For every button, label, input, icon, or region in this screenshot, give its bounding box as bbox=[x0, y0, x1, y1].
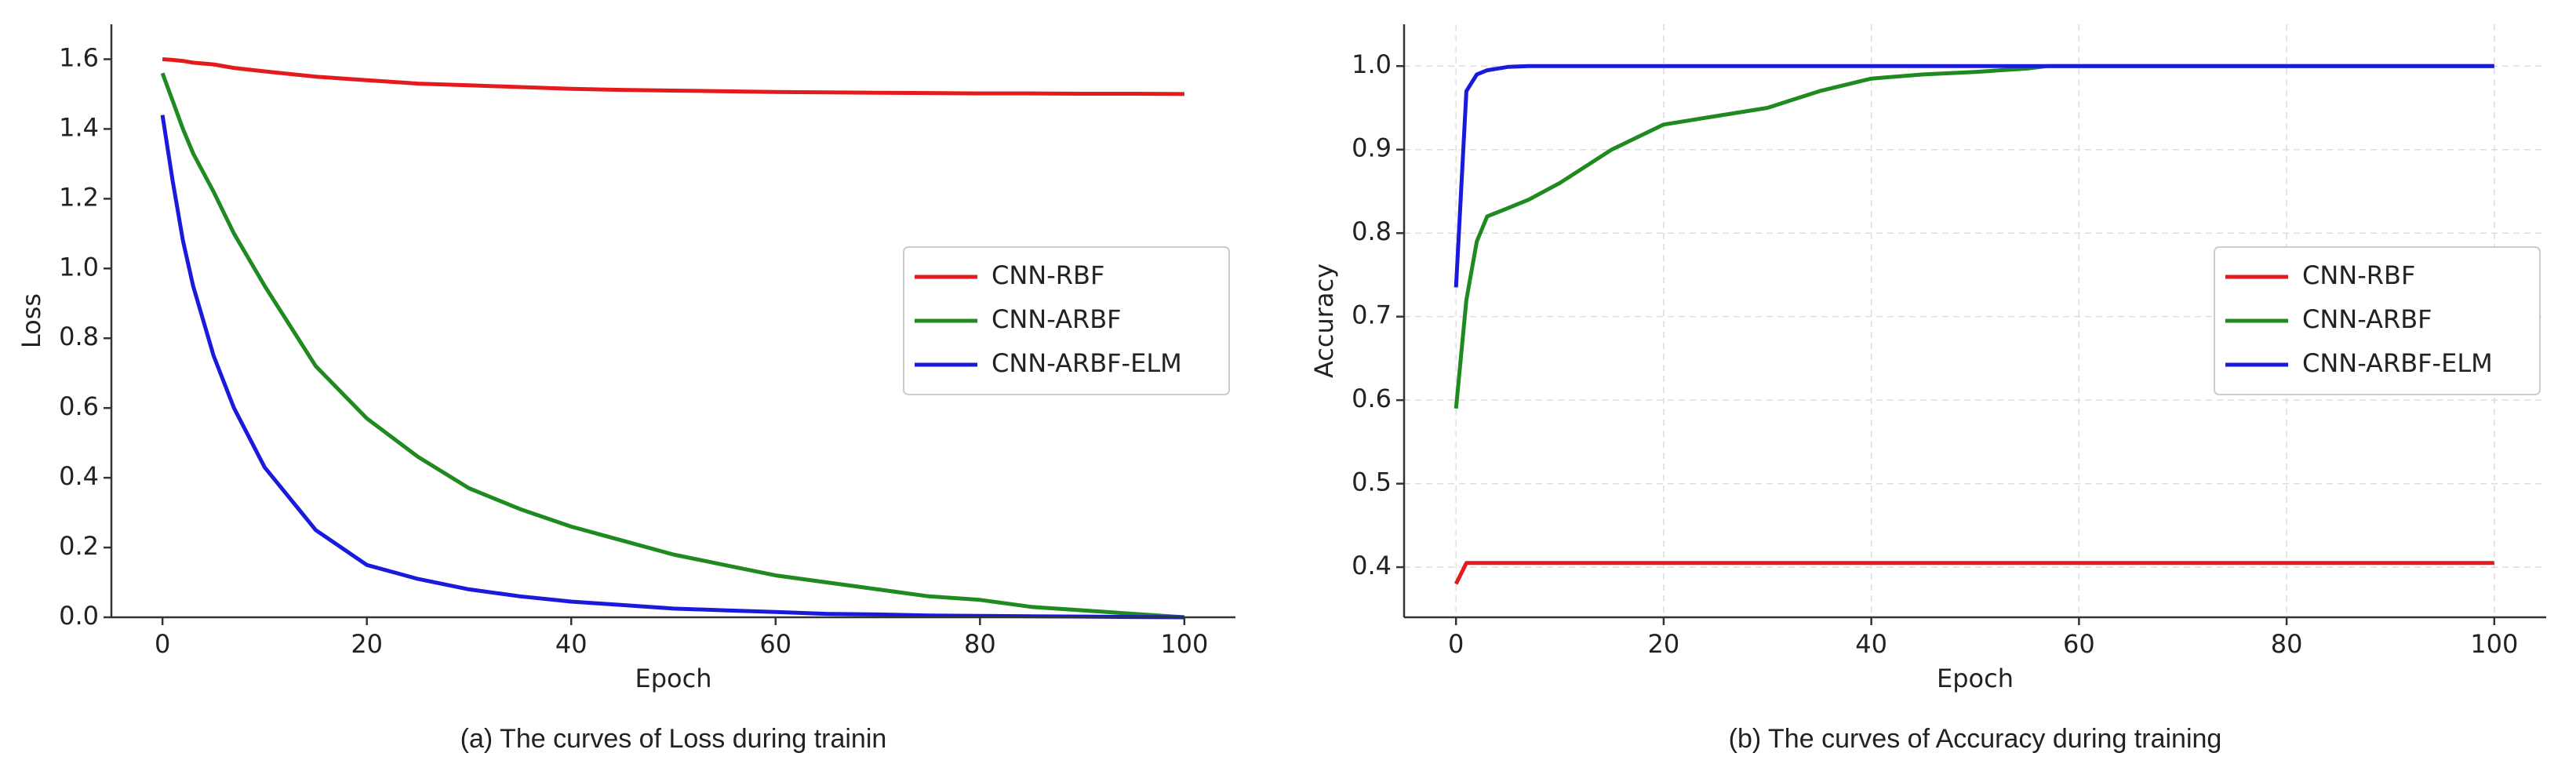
x-tick-label: 100 bbox=[2470, 629, 2518, 659]
y-tick-label: 1.2 bbox=[59, 182, 99, 212]
legend-label: CNN-RBF bbox=[991, 260, 1104, 290]
x-tick-label: 80 bbox=[2271, 629, 2303, 659]
y-tick-label: 1.0 bbox=[1352, 49, 1392, 79]
series-line bbox=[1454, 561, 2494, 585]
series-line bbox=[160, 115, 1184, 620]
y-tick-label: 0.4 bbox=[1352, 551, 1392, 580]
x-tick-label: 0 bbox=[1448, 629, 1464, 659]
y-tick-label: 1.6 bbox=[59, 42, 99, 72]
y-tick-label: 0.0 bbox=[59, 601, 99, 631]
legend: CNN-RBF CNN-ARBF CNN-ARBF-ELM bbox=[2214, 246, 2541, 395]
x-tick-label: 60 bbox=[759, 629, 791, 659]
legend-label: CNN-ARBF-ELM bbox=[2302, 348, 2493, 378]
y-tick-label: 0.7 bbox=[1352, 300, 1392, 330]
chart-panel: 0.0 0.2 0.4 0.6 0.8 1.0 1.2 1.4 1.6 0 20 40 60 80 100 E… bbox=[16, 24, 1235, 754]
y-tick-label: 0.9 bbox=[1352, 133, 1392, 163]
legend-box bbox=[2214, 246, 2541, 395]
y-tick-label: 0.4 bbox=[59, 461, 99, 491]
y-axis-label: Accuracy bbox=[1309, 264, 1339, 378]
x-tick-label: 100 bbox=[1160, 629, 1208, 659]
y-tick-label: 0.8 bbox=[59, 322, 99, 351]
y-axis-label: Loss bbox=[16, 293, 46, 348]
x-tick-label: 80 bbox=[964, 629, 996, 659]
legend-label: CNN-ARBF bbox=[991, 304, 1122, 334]
legend-label: CNN-ARBF bbox=[2302, 304, 2432, 334]
legend-label: CNN-ARBF-ELM bbox=[991, 348, 1182, 378]
caption: (b) The curves of Accuracy during traini… bbox=[1729, 724, 2222, 754]
chart-panel: 0.4 0.5 0.6 0.7 0.8 0.9 1.0 0 20 40 60 80 100 Epoch Ac… bbox=[1309, 24, 2546, 754]
x-tick-label: 40 bbox=[555, 629, 588, 659]
x-tick-label: 0 bbox=[155, 629, 170, 659]
series-line bbox=[160, 72, 1185, 620]
y-tick-label: 0.2 bbox=[59, 531, 99, 561]
series-line bbox=[162, 57, 1184, 96]
x-tick-label: 40 bbox=[1855, 629, 1887, 659]
y-tick-label: 1.0 bbox=[59, 252, 99, 282]
y-tick-label: 1.4 bbox=[59, 112, 99, 142]
x-axis-label: Epoch bbox=[635, 664, 712, 693]
legend-box bbox=[903, 246, 1230, 395]
x-tick-label: 20 bbox=[1648, 629, 1680, 659]
x-axis-label: Epoch bbox=[1937, 664, 2014, 693]
y-tick-label: 0.6 bbox=[59, 391, 99, 421]
x-tick-label: 60 bbox=[2063, 629, 2095, 659]
caption: (a) The curves of Loss during trainin bbox=[460, 724, 887, 754]
legend-label: CNN-RBF bbox=[2302, 260, 2415, 290]
y-tick-label: 0.5 bbox=[1352, 467, 1392, 497]
y-tick-label: 0.8 bbox=[1352, 216, 1392, 246]
legend: CNN-RBF CNN-ARBF CNN-ARBF-ELM bbox=[903, 246, 1230, 395]
x-tick-label: 20 bbox=[351, 629, 383, 659]
series-line bbox=[1454, 64, 2494, 288]
y-tick-label: 0.6 bbox=[1352, 384, 1392, 413]
